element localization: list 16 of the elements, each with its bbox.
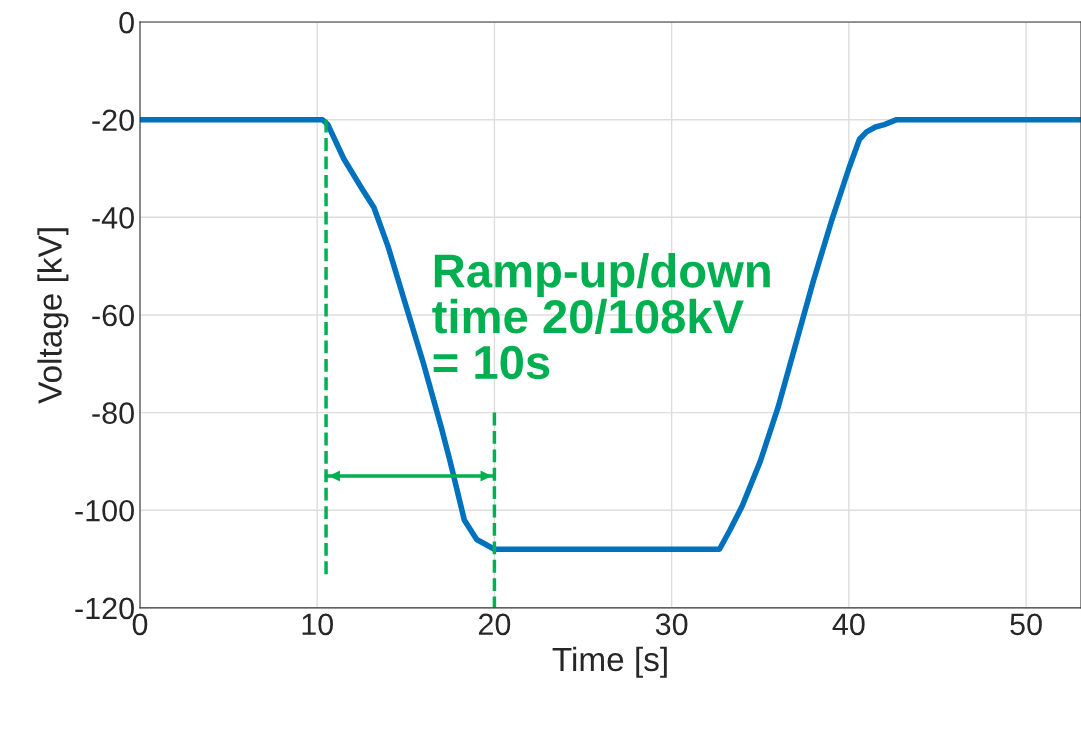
x-tick-label: 30 [655, 613, 688, 636]
y-tick-label: -60 [92, 304, 134, 327]
x-tick-label: 50 [1010, 613, 1042, 636]
annotation: Ramp-up/down time 20/108kV = 10s [432, 253, 770, 380]
y-tick-label: -120 [75, 597, 134, 620]
x-tick-label: 20 [478, 613, 511, 636]
x-tick-label: 0 [132, 613, 148, 636]
y-axis-title: Voltage [kV] [37, 228, 69, 404]
y-tick-label: -80 [92, 402, 134, 424]
x-tick-label: 40 [832, 613, 865, 636]
y-tick-label: 0 [119, 11, 134, 34]
x-axis-title: Time [s] [552, 646, 667, 678]
y-tick-label: -40 [92, 207, 134, 229]
x-tick-label: 10 [302, 613, 333, 636]
y-tick-label: -100 [75, 499, 134, 522]
y-tick-label: -20 [92, 109, 134, 132]
